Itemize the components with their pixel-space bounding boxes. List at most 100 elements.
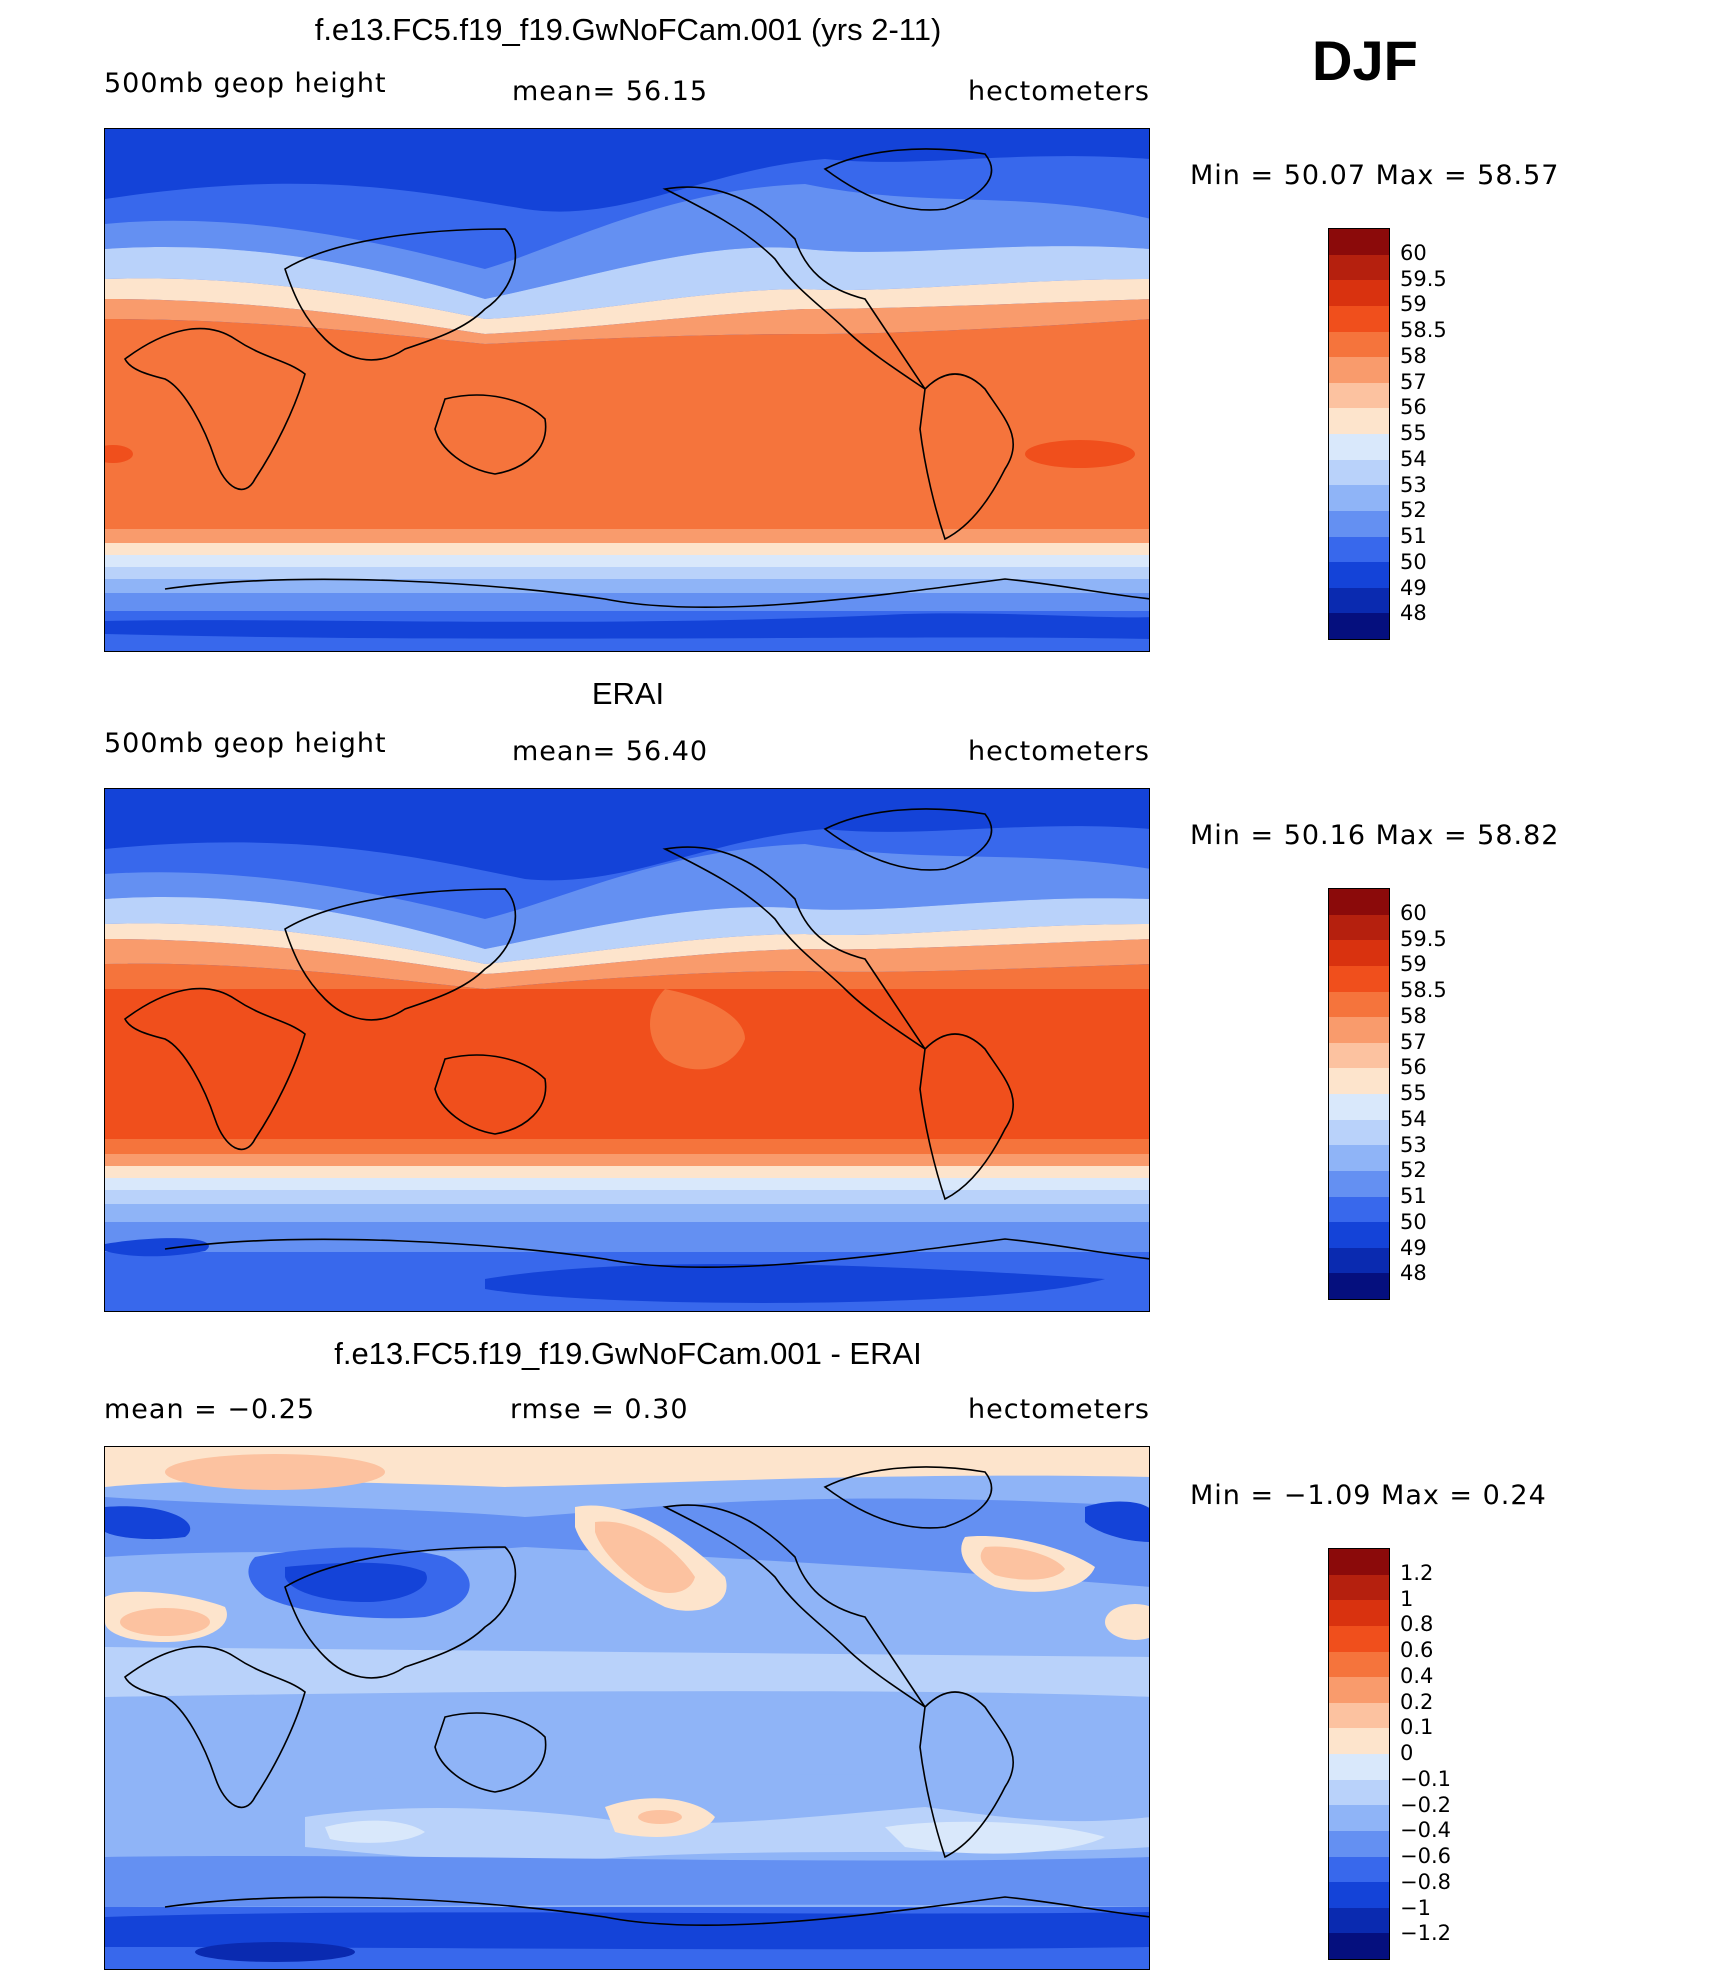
colorbar-tick-label: 53: [1400, 472, 1427, 497]
colorbar-swatch: [1329, 1856, 1389, 1883]
colorbar-swatch: [1329, 1196, 1389, 1223]
colorbar-tick-label: −0.8: [1400, 1869, 1451, 1894]
panel-1-units-label: hectometers: [968, 76, 1150, 107]
colorbar-swatch: [1329, 1549, 1389, 1575]
colorbar-swatch: [1329, 1702, 1389, 1729]
colorbar-tick-label: 0.4: [1400, 1663, 1434, 1688]
colorbar-swatch: [1329, 1574, 1389, 1601]
colorbar-tick-label: 49: [1400, 575, 1427, 600]
panel-3-colorbar: [1328, 1548, 1390, 1960]
colorbar-tick-label: 0: [1400, 1741, 1414, 1765]
colorbar-tick-label: 1: [1400, 1586, 1414, 1611]
panel-3-minmax: Min = −1.09 Max = 0.24: [1190, 1480, 1547, 1511]
colorbar-swatch: [1329, 991, 1389, 1018]
colorbar-swatch: [1329, 1651, 1389, 1678]
colorbar-tick-label: 52: [1400, 498, 1427, 523]
panel-2-colorbar: [1328, 888, 1390, 1300]
colorbar-swatch: [1329, 1600, 1389, 1626]
colorbar-swatch: [1329, 562, 1389, 588]
colorbar-swatch: [1329, 1677, 1389, 1703]
colorbar-swatch: [1329, 1830, 1389, 1857]
colorbar-tick-label: 48: [1400, 601, 1427, 626]
panel-3-rmse-label: rmse = 0.30: [510, 1394, 689, 1425]
panel-3-units-label: hectometers: [968, 1394, 1150, 1425]
colorbar-tick-label: 57: [1400, 369, 1427, 394]
panel-2-title: ERAI: [591, 676, 665, 711]
colorbar-tick-label: −0.4: [1400, 1818, 1451, 1843]
colorbar-swatch: [1329, 1145, 1389, 1171]
colorbar-tick-label: 58: [1400, 343, 1427, 368]
colorbar-tick-label: 56: [1400, 1055, 1427, 1080]
colorbar-swatch: [1329, 1907, 1389, 1934]
colorbar-swatch: [1329, 1754, 1389, 1780]
colorbar-tick-label: 1.2: [1400, 1560, 1434, 1585]
colorbar-tick-label: 50: [1400, 1209, 1427, 1234]
panel-3-mean-label: mean = −0.25: [104, 1394, 316, 1425]
colorbar-swatch: [1329, 1779, 1389, 1806]
colorbar-tick-label: 50: [1400, 549, 1427, 574]
colorbar-tick-label: 0.6: [1400, 1638, 1434, 1662]
colorbar-swatch: [1329, 485, 1389, 511]
colorbar-tick-label: −1: [1400, 1895, 1431, 1920]
colorbar-tick-label: 54: [1400, 446, 1427, 471]
colorbar-tick-label: −0.2: [1400, 1792, 1451, 1817]
colorbar-tick-label: 58.5: [1400, 318, 1447, 342]
colorbar-swatch: [1329, 1222, 1389, 1248]
colorbar-swatch: [1329, 459, 1389, 486]
colorbar-tick-label: 55: [1400, 1081, 1427, 1105]
colorbar-tick-label: 58: [1400, 1003, 1427, 1028]
colorbar-swatch: [1329, 587, 1389, 614]
colorbar-swatch: [1329, 434, 1389, 460]
colorbar-tick-label: 55: [1400, 421, 1427, 445]
colorbar-tick-label: 48: [1400, 1261, 1427, 1286]
colorbar-swatch: [1329, 331, 1389, 358]
colorbar-swatch: [1329, 408, 1389, 434]
colorbar-swatch: [1329, 1247, 1389, 1274]
colorbar-tick-label: 52: [1400, 1158, 1427, 1183]
panel-1-minmax: Min = 50.07 Max = 58.57: [1190, 160, 1560, 191]
colorbar-swatch: [1329, 914, 1389, 941]
panel-1-variable-label: 500mb geop height: [104, 68, 387, 99]
colorbar-swatch: [1329, 940, 1389, 966]
panel-1-map: [104, 128, 1150, 652]
panel-1-title: f.e13.FC5.f19_f19.GwNoFCam.001 (yrs 2-11…: [314, 12, 942, 47]
panel-2-minmax: Min = 50.16 Max = 58.82: [1190, 820, 1560, 851]
panel-1-colorbar: [1328, 228, 1390, 640]
colorbar-tick-label: −0.1: [1400, 1766, 1451, 1791]
colorbar-tick-label: 49: [1400, 1235, 1427, 1260]
colorbar-swatch: [1329, 1094, 1389, 1120]
colorbar-tick-label: 59: [1400, 952, 1427, 977]
colorbar-swatch: [1329, 1119, 1389, 1146]
colorbar-tick-label: 59.5: [1400, 926, 1447, 951]
colorbar-swatch: [1329, 1728, 1389, 1754]
colorbar-swatch: [1329, 1805, 1389, 1831]
panel-3-title: f.e13.FC5.f19_f19.GwNoFCam.001 - ERAI: [334, 1336, 922, 1371]
colorbar-tick-label: −0.6: [1400, 1844, 1451, 1868]
colorbar-tick-label: 59: [1400, 292, 1427, 317]
panel-3-map: [104, 1446, 1150, 1970]
colorbar-tick-label: 0.2: [1400, 1689, 1434, 1714]
colorbar-swatch: [1329, 1273, 1389, 1299]
colorbar-swatch: [1329, 229, 1389, 255]
panel-2-variable-label: 500mb geop height: [104, 728, 387, 759]
colorbar-tick-label: 53: [1400, 1132, 1427, 1157]
colorbar-swatch: [1329, 510, 1389, 537]
colorbar-tick-label: 0.1: [1400, 1715, 1434, 1740]
colorbar-swatch: [1329, 1017, 1389, 1043]
colorbar-tick-label: 56: [1400, 395, 1427, 420]
colorbar-swatch: [1329, 536, 1389, 563]
colorbar-tick-label: 54: [1400, 1106, 1427, 1131]
colorbar-tick-label: 60: [1400, 240, 1427, 265]
colorbar-swatch: [1329, 1042, 1389, 1069]
panel-2-mean-label: mean= 56.40: [512, 736, 709, 767]
colorbar-swatch: [1329, 1170, 1389, 1197]
colorbar-tick-label: 59.5: [1400, 266, 1447, 291]
panel-1-mean-label: mean= 56.15: [512, 76, 709, 107]
colorbar-swatch: [1329, 965, 1389, 992]
panel-2-map: [104, 788, 1150, 1312]
colorbar-tick-label: 0.8: [1400, 1612, 1434, 1637]
colorbar-tick-label: 57: [1400, 1029, 1427, 1054]
colorbar-tick-label: 51: [1400, 1184, 1427, 1208]
colorbar-swatch: [1329, 357, 1389, 383]
colorbar-swatch: [1329, 382, 1389, 409]
